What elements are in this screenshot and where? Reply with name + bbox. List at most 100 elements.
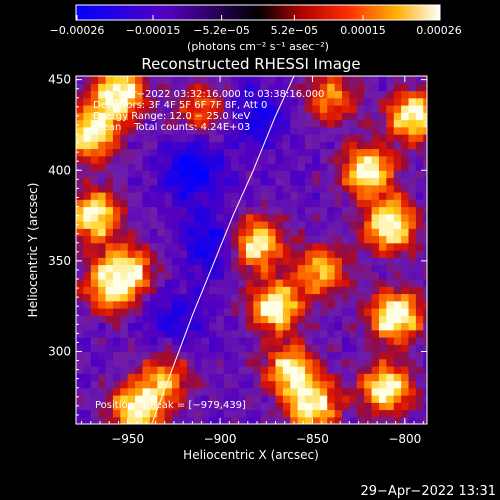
heatmap-cell xyxy=(120,315,129,324)
heatmap-cell xyxy=(238,177,247,186)
heatmap-cell xyxy=(231,228,240,237)
heatmap-cell xyxy=(423,177,427,186)
heatmap-cell xyxy=(83,264,92,273)
heatmap-cell xyxy=(231,83,240,92)
heatmap-cell xyxy=(415,126,424,135)
heatmap-cell xyxy=(312,402,321,411)
heatmap-cell xyxy=(172,373,181,382)
heatmap-cell xyxy=(260,329,269,338)
heatmap-cell xyxy=(142,366,151,374)
heatmap-cell xyxy=(386,322,395,331)
heatmap-cell xyxy=(401,380,410,389)
heatmap-cell xyxy=(386,387,395,396)
heatmap-cell xyxy=(401,279,410,287)
heatmap-cell xyxy=(275,300,284,309)
heatmap-cell xyxy=(275,97,284,106)
heatmap-cell xyxy=(83,250,92,258)
heatmap-cell xyxy=(349,387,358,396)
heatmap-cell xyxy=(408,409,417,418)
heatmap-cell xyxy=(194,293,203,302)
heatmap-cell xyxy=(216,344,225,353)
heatmap-cell xyxy=(209,264,217,273)
heatmap-cell xyxy=(356,184,365,193)
heatmap-cell xyxy=(90,358,99,367)
heatmap-cell xyxy=(393,242,402,251)
heatmap-cell xyxy=(334,228,343,237)
heatmap-cell xyxy=(378,402,387,411)
heatmap-cell xyxy=(319,366,328,374)
heatmap-cell xyxy=(216,148,225,157)
heatmap-cell xyxy=(223,366,232,374)
heatmap-cell xyxy=(327,155,336,164)
heatmap-cell xyxy=(83,279,92,287)
heatmap-cell xyxy=(83,416,92,424)
heatmap-cell xyxy=(386,257,395,266)
heatmap-cell xyxy=(216,402,225,411)
heatmap-cell xyxy=(305,271,314,280)
heatmap-cell xyxy=(98,293,107,302)
heatmap-cell xyxy=(297,155,306,164)
heatmap-cell xyxy=(312,206,321,215)
heatmap-cell xyxy=(393,271,402,280)
heatmap-cell xyxy=(334,344,343,353)
heatmap-cell xyxy=(120,155,129,164)
heatmap-cell xyxy=(334,286,343,295)
heatmap-cell xyxy=(135,112,144,121)
heatmap-cell xyxy=(127,322,136,331)
heatmap-cell xyxy=(364,134,373,142)
heatmap-cell xyxy=(415,344,424,353)
heatmap-cell xyxy=(349,134,358,142)
heatmap-cell xyxy=(179,271,188,280)
heatmap-cell xyxy=(223,387,232,396)
heatmap-cell xyxy=(127,271,136,280)
heatmap-cell xyxy=(83,83,92,92)
heatmap-cell xyxy=(172,380,181,389)
heatmap-cell xyxy=(268,337,277,345)
heatmap-cell xyxy=(356,155,365,164)
heatmap-cell xyxy=(253,242,262,251)
heatmap-cell xyxy=(327,112,336,121)
heatmap-cell xyxy=(112,97,121,106)
heatmap-cell xyxy=(179,184,188,193)
heatmap-cell xyxy=(76,293,84,302)
heatmap-cell xyxy=(164,337,173,345)
heatmap-cell xyxy=(356,300,365,309)
heatmap-cell xyxy=(231,293,240,302)
heatmap-cell xyxy=(356,163,365,171)
heatmap-cell xyxy=(157,387,166,396)
heatmap-cell xyxy=(194,90,203,99)
heatmap-cell xyxy=(386,126,395,135)
heatmap-cell xyxy=(76,199,84,208)
heatmap-cell xyxy=(157,177,166,186)
heatmap-cell xyxy=(127,286,136,295)
heatmap-cell xyxy=(157,228,166,237)
heatmap-cell xyxy=(142,257,151,266)
heatmap-cell xyxy=(393,279,402,287)
heatmap-cell xyxy=(142,177,151,186)
heatmap-cell xyxy=(305,105,314,113)
heatmap-cell xyxy=(223,141,232,150)
heatmap-cell xyxy=(319,177,328,186)
heatmap-cell xyxy=(238,286,247,295)
heatmap-cell xyxy=(423,83,427,92)
heatmap-cell xyxy=(356,83,365,92)
heatmap-cell xyxy=(164,90,173,99)
heatmap-cell xyxy=(408,228,417,237)
heatmap-cell xyxy=(157,366,166,374)
heatmap-cell xyxy=(312,387,321,396)
heatmap-cell xyxy=(127,206,136,215)
heatmap-cell xyxy=(393,76,402,84)
heatmap-cell xyxy=(194,148,203,157)
heatmap-cell xyxy=(135,286,144,295)
heatmap-cell xyxy=(378,126,387,135)
heatmap-cell xyxy=(334,315,343,324)
heatmap-cell xyxy=(201,322,210,331)
heatmap-cell xyxy=(312,170,321,179)
heatmap-cell xyxy=(349,257,358,266)
heatmap-cell xyxy=(83,315,92,324)
heatmap-cell xyxy=(201,235,210,244)
heatmap-cell xyxy=(105,221,114,229)
heatmap-cell xyxy=(98,322,107,331)
heatmap-cell xyxy=(282,155,291,164)
heatmap-cell xyxy=(253,344,262,353)
